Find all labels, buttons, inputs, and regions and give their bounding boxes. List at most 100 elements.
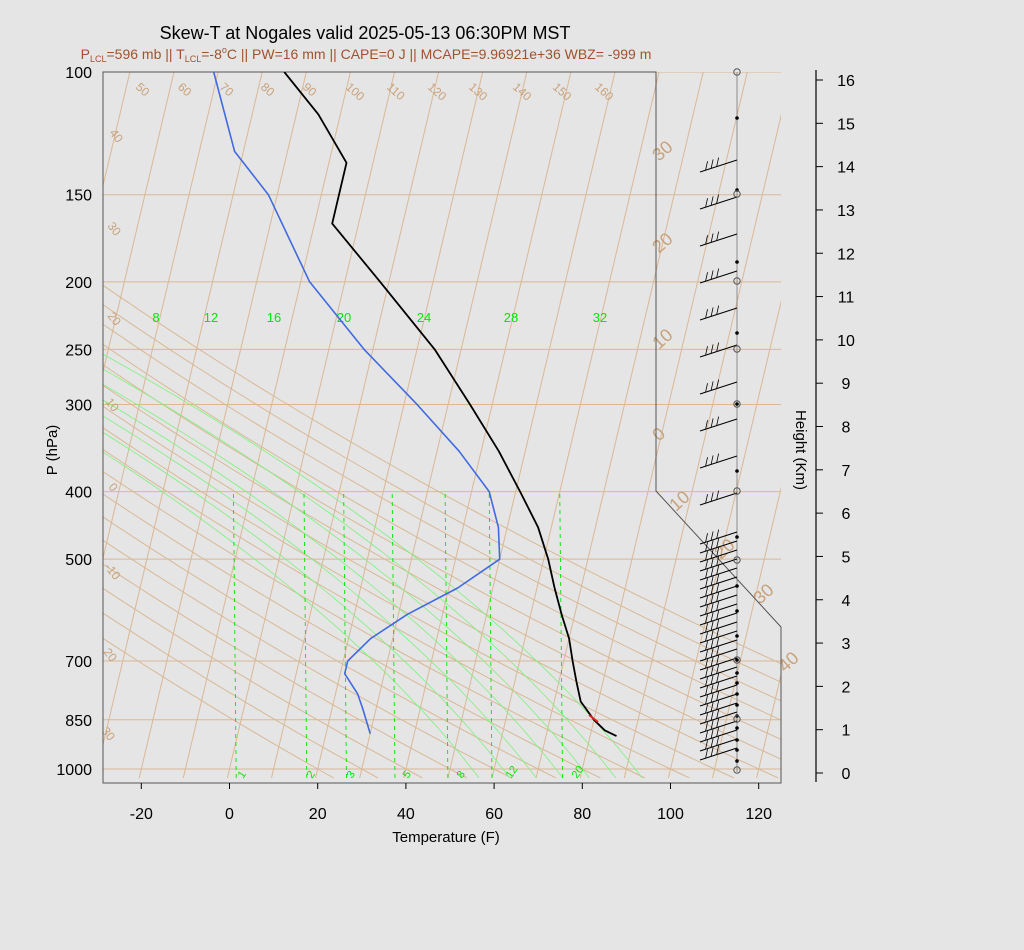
temperature-tick-label: 120 [745,806,772,823]
wind-barb [699,720,738,734]
mixing-ratio-label-bottom: 2 [305,769,318,781]
isotherm-line [182,72,351,779]
mixing-ratio-label-bottom: 1 [236,769,249,781]
height-tick-label: 1 [842,723,851,740]
wind-barb-feather [705,542,708,552]
chart-title: Skew-T at Nogales valid 2025-05-13 06:30… [160,23,571,43]
mixing-ratio-line [488,491,493,778]
wind-barb-feather [705,704,708,714]
wind-barb [699,594,738,608]
wind-barb-feather [705,578,708,588]
wind-barb [699,648,738,662]
isotherm-label-right: 40 [774,648,802,676]
dry-adiabat [103,304,781,683]
height-tick-label: 15 [837,116,855,133]
wind-barb-feather [705,596,708,606]
wind-barb-feather [705,731,708,741]
dry-adiabat [103,563,468,779]
wind-barb [699,576,738,590]
wind-barb-feather [705,587,708,597]
isotherm-line [756,672,781,779]
y-axis-label: P (hPa) [44,425,61,476]
wind-barb [699,684,738,698]
wind-barb [699,639,738,653]
wind-barb-feather [710,648,714,658]
height-tick-label: 10 [837,333,855,350]
wind-barb [699,747,738,761]
wind-barb-feather [710,531,714,541]
wind-barb [699,693,738,707]
wind-barb-feather [710,639,714,649]
isotherm-line [801,72,968,778]
wind-barb-feather [716,453,720,463]
height-tick-label: 12 [837,246,855,263]
height-marker-dot [735,634,739,638]
mixing-ratio-label: 12 [204,310,218,325]
wind-barb-feather [716,718,720,728]
wind-barb-feather [705,161,708,171]
mixing-ratio-label: 8 [152,310,159,325]
wind-barb-feather [710,594,714,604]
height-marker-dot [735,671,739,675]
wind-barb-feather [710,418,714,428]
isotherm-line [359,72,528,779]
wind-barb-feather [710,747,714,757]
height-marker-dot [735,748,739,752]
dry-adiabat [103,284,781,665]
isotherm-label: 20 [105,309,124,328]
isotherm-line [447,72,616,779]
mixing-ratio-line [559,491,563,778]
height-marker-dot [735,692,739,696]
wind-barb-feather [716,268,720,278]
height-tick-label: 0 [842,766,851,783]
wind-barb [699,603,738,617]
wind-barb [699,418,738,432]
temperature-tick-label: 100 [657,806,684,823]
wind-barb-feather [710,612,714,622]
isotherm-label: 40 [107,126,126,145]
isotherm-label-right: 30 [648,137,676,165]
dry-adiabat [103,587,423,779]
dry-adiabat-label: 140 [510,80,534,104]
isotherm-line [270,72,440,779]
wind-barb-feather [705,494,708,504]
wind-barb-feather [710,657,714,667]
wind-barb-feather [710,576,714,586]
pressure-tick-label: 1000 [56,762,92,779]
wind-barb-feather [705,420,708,430]
wind-barb-column [699,68,741,774]
isotherm-line [579,72,748,779]
dry-adiabat [103,405,779,779]
isotherm-label-right: 20 [648,229,676,257]
wind-barb-feather [710,684,714,694]
wind-barb-feather [716,700,720,710]
wind-barb-feather [716,637,720,647]
wind-barb-feather [705,695,708,705]
wind-barb-feather [705,623,708,633]
height-tick-label: 6 [842,506,851,523]
wind-barb-feather [716,709,720,719]
wind-barb-feather [716,556,720,566]
isotherm-line [103,72,219,561]
wind-barb [699,381,738,395]
isotherm-line [315,72,484,779]
wind-barb-feather [710,381,714,391]
plot-border [102,71,782,784]
mixing-ratio-label-bottom: 8 [455,769,468,781]
dry-adiabat [103,516,557,779]
pressure-tick-label: 250 [65,342,92,359]
reference-labels: 50 60 70 80 90 100 110 120 130 140 150 160403020100… [99,80,803,781]
pressure-tick-label: 200 [65,275,92,292]
wind-barb-feather [716,628,720,638]
temperature-tick-label: 80 [573,806,591,823]
wind-barb-feather [710,344,714,354]
dry-adiabat [103,427,735,779]
wind-barb [699,630,738,644]
moist-adiabat [103,451,480,779]
pressure-level-circle [733,715,741,723]
dry-adiabat [103,493,601,779]
wind-barb-feather [705,272,708,282]
isotherm-label: 30 [99,724,118,743]
wind-barb-feather [716,490,720,500]
wind-barb-feather [710,693,714,703]
